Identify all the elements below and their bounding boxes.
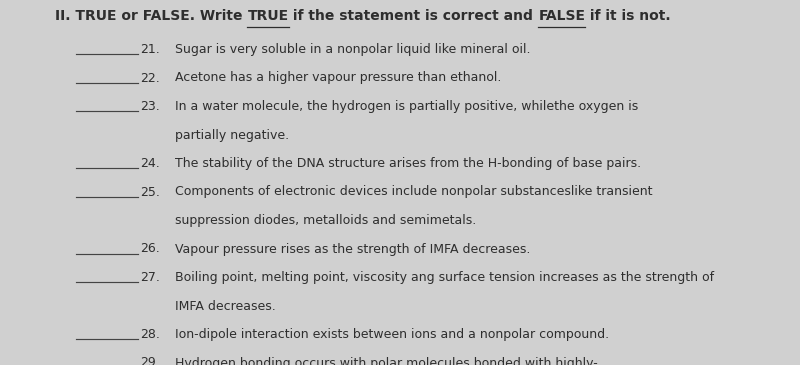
Text: partially negative.: partially negative.	[175, 128, 289, 142]
Text: 24.: 24.	[140, 157, 160, 170]
Text: 29.: 29.	[140, 357, 160, 365]
Text: if the statement is correct and: if the statement is correct and	[289, 9, 538, 23]
Text: suppression diodes, metalloids and semimetals.: suppression diodes, metalloids and semim…	[175, 214, 476, 227]
Text: The stability of the DNA structure arises from the H-bonding of base pairs.: The stability of the DNA structure arise…	[175, 157, 641, 170]
Text: 27.: 27.	[140, 271, 160, 284]
Text: 22.: 22.	[140, 72, 160, 85]
Text: TRUE: TRUE	[247, 9, 289, 23]
Text: Ion-dipole interaction exists between ions and a nonpolar compound.: Ion-dipole interaction exists between io…	[175, 328, 609, 341]
Text: Boiling point, melting point, viscosity ang surface tension increases as the str: Boiling point, melting point, viscosity …	[175, 271, 714, 284]
Text: In a water molecule, the hydrogen is partially positive, whilethe oxygen is: In a water molecule, the hydrogen is par…	[175, 100, 638, 113]
Text: II. TRUE or FALSE. Write: II. TRUE or FALSE. Write	[55, 9, 247, 23]
Text: 28.: 28.	[140, 328, 160, 341]
Text: if it is not.: if it is not.	[586, 9, 671, 23]
Text: 26.: 26.	[140, 242, 160, 255]
Text: IMFA decreases.: IMFA decreases.	[175, 300, 276, 312]
Text: Sugar is very soluble in a nonpolar liquid like mineral oil.: Sugar is very soluble in a nonpolar liqu…	[175, 43, 530, 56]
Text: Vapour pressure rises as the strength of IMFA decreases.: Vapour pressure rises as the strength of…	[175, 242, 530, 255]
Text: Acetone has a higher vapour pressure than ethanol.: Acetone has a higher vapour pressure tha…	[175, 72, 502, 85]
Text: 25.: 25.	[140, 185, 160, 199]
Text: FALSE: FALSE	[538, 9, 586, 23]
Text: 23.: 23.	[140, 100, 160, 113]
Text: Hydrogen bonding occurs with polar molecules bonded with highly-: Hydrogen bonding occurs with polar molec…	[175, 357, 598, 365]
Text: Components of electronic devices include nonpolar substanceslike transient: Components of electronic devices include…	[175, 185, 653, 199]
Text: 21.: 21.	[140, 43, 160, 56]
